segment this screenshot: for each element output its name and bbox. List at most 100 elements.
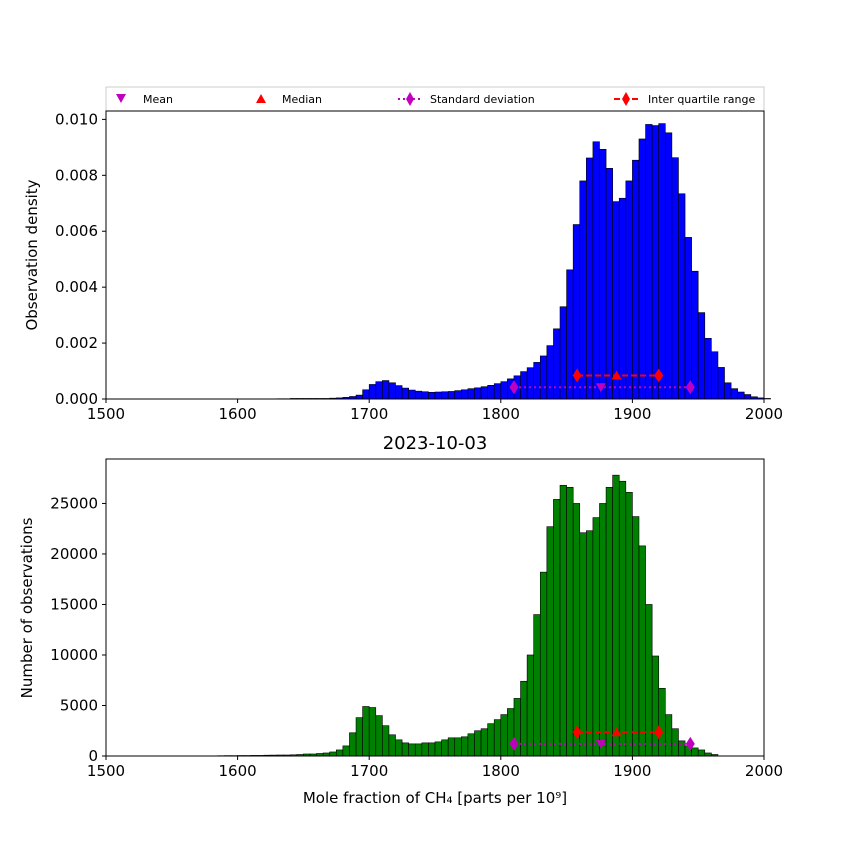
bottom-y-axis-label: Number of observations (18, 517, 36, 698)
top-x-tick-label: 1700 (350, 405, 388, 423)
top-histogram-bar (546, 345, 554, 400)
top-histogram-bar (355, 394, 363, 400)
top-histogram-bar (493, 383, 502, 400)
bottom-iqr-low-marker (572, 725, 582, 740)
bottom-histogram-bar (638, 545, 646, 757)
top-histogram-bar (605, 168, 613, 400)
bottom-histogram-bar (592, 517, 600, 757)
legend-label-mean: Mean (143, 93, 173, 106)
legend: Mean Median Standard deviation Inter qua… (105, 86, 765, 112)
bottom-histogram-bar (467, 733, 475, 757)
top-histogram-bar (651, 125, 660, 400)
bottom-histogram-bar (671, 728, 679, 757)
bottom-histogram-bar (625, 492, 633, 757)
top-x-tick-label: 1900 (613, 405, 651, 423)
bottom-y-tick-label: 20000 (50, 545, 98, 563)
top-panel: 1500 1600 1700 1800 1900 2000 0.000 0.002 0.004… (23, 110, 783, 423)
top-histogram-bar (763, 398, 771, 400)
mean-marker-icon (116, 94, 126, 103)
bottom-histogram-bar (480, 728, 488, 757)
top-histogram-bar (467, 388, 475, 400)
top-histogram-bar (625, 180, 633, 400)
bottom-x-tick-label: 1800 (482, 762, 520, 780)
top-statistics-markers (509, 368, 695, 395)
bottom-histogram-bar (434, 741, 442, 757)
top-histogram-bar (414, 390, 423, 400)
bottom-histogram-bar (559, 484, 567, 757)
top-histogram-bar (421, 391, 429, 400)
top-histogram-bar (730, 388, 738, 400)
bottom-histogram-bars (217, 474, 719, 757)
top-histogram-bar (368, 384, 377, 400)
bottom-y-axis: 0 5000 10000 15000 20000 25000 (50, 494, 106, 765)
bottom-x-tick-label: 1700 (350, 762, 388, 780)
top-histogram-bar (428, 391, 436, 400)
top-histogram-bar (441, 391, 449, 400)
top-histogram-bar (526, 367, 534, 400)
top-histogram-bar (664, 132, 673, 400)
top-histogram-bar (711, 351, 719, 400)
bottom-histogram-bar (349, 732, 357, 757)
top-histogram-bar (454, 390, 462, 400)
std-diamond-icon (406, 92, 414, 106)
top-y-axis-label: Observation density (23, 179, 41, 330)
bottom-histogram-bar (401, 742, 409, 757)
bottom-histogram-bar (500, 714, 508, 757)
bottom-std-high-marker (685, 736, 695, 751)
bottom-histogram-bar (553, 499, 561, 757)
bottom-histogram-bar (388, 734, 396, 757)
top-histogram-bar (691, 270, 699, 400)
top-x-tick-label: 1600 (219, 405, 257, 423)
top-histogram-bar (566, 269, 574, 400)
bottom-histogram-bar (697, 749, 706, 757)
top-histogram-bar (684, 237, 692, 400)
bottom-y-tick-label: 0 (88, 747, 98, 765)
top-histogram-bar (671, 157, 679, 400)
bottom-histogram-bar (605, 486, 613, 757)
bottom-x-axis-label: Mole fraction of CH₄ [parts per 10⁹] (303, 789, 567, 807)
bottom-histogram-bar (572, 503, 581, 757)
bottom-statistics-markers (509, 725, 695, 751)
bottom-histogram-bar (526, 654, 534, 757)
bottom-histogram-bar (428, 742, 436, 757)
bottom-histogram-bar (586, 530, 594, 757)
top-histogram-bar (480, 386, 488, 400)
bottom-histogram-bar (355, 717, 363, 757)
top-histogram-bar (559, 306, 567, 400)
bottom-y-tick-label: 10000 (50, 646, 98, 664)
legend-entry-mean: Mean (116, 93, 173, 106)
bottom-histogram-bar (474, 730, 482, 757)
top-histogram-bar (474, 387, 482, 400)
top-histogram-bar (553, 328, 561, 400)
bottom-histogram-bar (414, 743, 423, 757)
bottom-histogram-bar (441, 739, 449, 757)
bottom-y-tick-label: 25000 (50, 494, 98, 512)
bottom-histogram-bar (447, 737, 456, 757)
top-histogram-bar (408, 389, 416, 400)
top-y-tick-label: 0.010 (55, 110, 98, 128)
top-y-tick-label: 0.006 (55, 222, 98, 240)
top-y-tick-label: 0.008 (55, 166, 98, 184)
bottom-x-tick-label: 1900 (613, 762, 651, 780)
bottom-histogram-bar (335, 749, 344, 757)
bottom-panel: 2023-10-03 1500 1600 1700 1800 1900 2000 0 500… (18, 433, 783, 807)
top-histogram-bar (447, 391, 456, 400)
top-x-tick-label: 1500 (87, 405, 125, 423)
top-histogram-bar (618, 197, 627, 400)
top-histogram-bar (658, 123, 666, 400)
bottom-histogram-bar (658, 688, 666, 757)
top-histogram-bar (487, 384, 495, 400)
bottom-histogram-bar (612, 474, 620, 757)
bottom-histogram-bar (539, 571, 548, 757)
top-histogram-bar (592, 141, 600, 400)
top-histogram-bar (388, 382, 396, 400)
iqr-diamond-icon (622, 92, 630, 106)
bottom-axes-frame (105, 458, 765, 757)
bottom-y-tick-label: 5000 (60, 696, 98, 714)
bottom-histogram-bar (395, 739, 403, 757)
top-histogram-bar (717, 367, 725, 400)
bottom-histogram-bar (664, 714, 673, 757)
top-histogram-bar (743, 394, 752, 400)
top-histogram-bar (704, 338, 712, 400)
